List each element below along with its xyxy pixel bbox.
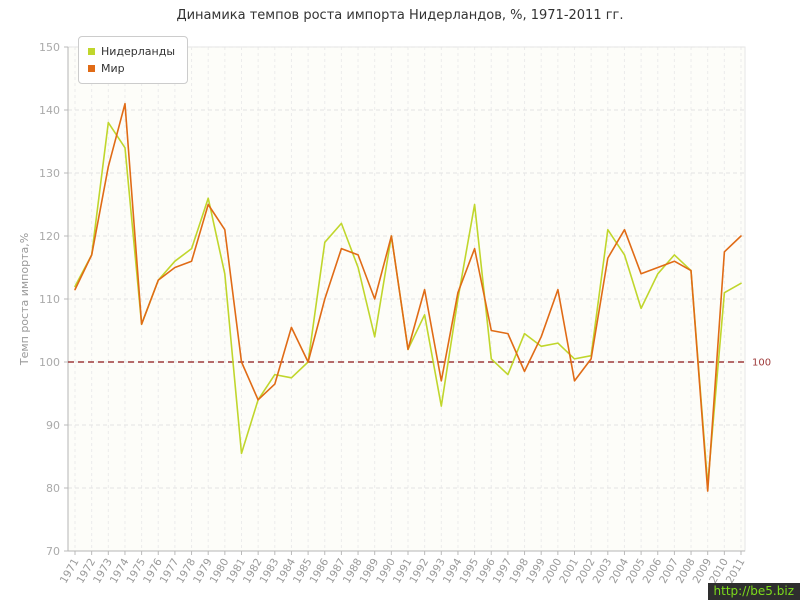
y-tick-label: 100 <box>39 356 60 369</box>
legend-label-netherlands: Нидерланды <box>101 45 176 58</box>
reference-line-label: 100 <box>752 358 771 369</box>
y-tick-label: 80 <box>46 482 60 495</box>
legend-marker-world <box>88 65 95 72</box>
y-tick-label: 130 <box>39 167 60 180</box>
y-tick-label: 120 <box>39 230 60 243</box>
y-tick-label: 110 <box>39 293 60 306</box>
legend-item-world: Мир <box>88 60 175 77</box>
series-line-world <box>74 102 742 492</box>
y-tick-label: 150 <box>39 41 60 54</box>
legend: Нидерланды Мир <box>78 36 189 84</box>
chart-title: Динамика темпов роста импорта Нидерландо… <box>176 8 624 23</box>
legend-marker-netherlands <box>88 48 95 55</box>
y-tick-label: 140 <box>39 104 60 117</box>
legend-label-world: Мир <box>101 62 125 75</box>
y-tick-label: 90 <box>46 419 60 432</box>
legend-item-netherlands: Нидерланды <box>88 43 175 60</box>
watermark-link[interactable]: http://be5.biz <box>707 583 800 600</box>
y-axis-title: Темп роста импорта,% <box>18 233 31 366</box>
y-tick-label: 70 <box>46 545 60 558</box>
